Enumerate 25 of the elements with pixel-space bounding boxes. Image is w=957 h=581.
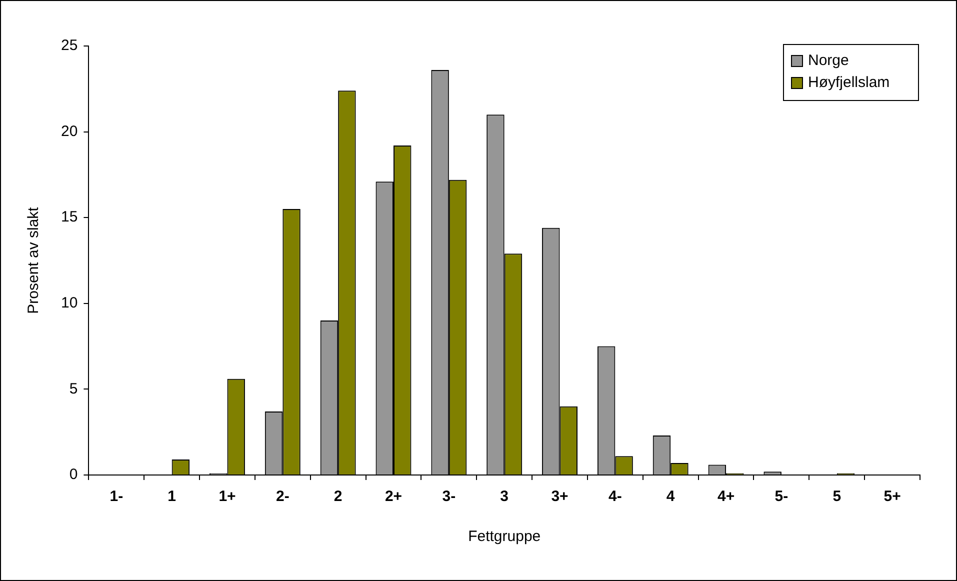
y-tick-label: 0 [69, 466, 78, 484]
x-tick-label: 1 [168, 488, 176, 506]
y-tick-label: 15 [60, 208, 78, 226]
x-tick-label: 5- [774, 488, 788, 506]
x-tick-label: 4- [608, 488, 622, 506]
x-tick-label: 5 [832, 488, 842, 506]
legend-label: Norge [808, 52, 849, 70]
y-tick-label: 25 [60, 37, 78, 54]
y-axis-title: Prosent av slakt [25, 206, 42, 314]
x-tick-label: 3+ [551, 488, 569, 506]
x-tick-label: 2 [334, 488, 342, 506]
x-tick-label: 4 [666, 488, 676, 506]
x-tick-label: 4+ [717, 488, 735, 506]
x-tick-label: 2- [276, 488, 290, 506]
y-tick-label: 10 [60, 294, 78, 312]
x-tick-label: 3 [500, 488, 509, 506]
y-tick-label: 20 [60, 122, 78, 140]
x-tick-label: 5+ [884, 488, 902, 506]
legend-label: Høyfjellslam [808, 74, 890, 92]
x-tick-label: 2+ [384, 488, 402, 506]
y-tick-label: 5 [69, 380, 78, 398]
x-axis-title: Fettgruppe [468, 528, 541, 546]
x-tick-label: 1+ [218, 488, 236, 506]
x-tick-label: 1- [110, 488, 124, 506]
x-tick-label: 3- [442, 488, 456, 506]
